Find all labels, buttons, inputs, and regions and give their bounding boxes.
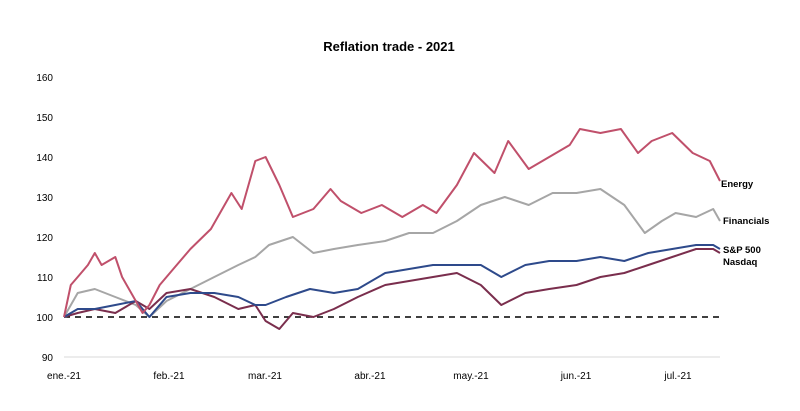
series-layer: [63, 128, 721, 330]
series-label-energy: Energy: [721, 179, 754, 190]
x-tick-label: jun.-21: [560, 371, 592, 382]
series-line-energy: [63, 128, 721, 318]
y-tick-label: 140: [36, 153, 53, 164]
x-tick-label: abr.-21: [354, 371, 386, 382]
series-line-nasdaq: [63, 248, 721, 330]
y-tick-label: 150: [36, 113, 53, 124]
x-tick-label: feb.-21: [153, 371, 185, 382]
y-tick-label: 130: [36, 193, 53, 204]
series-label-financials: Financials: [723, 216, 769, 227]
y-tick-label: 120: [36, 233, 53, 244]
y-tick-label: 110: [37, 273, 53, 284]
y-axis: 160 150 140 130 120 110 100 90: [36, 73, 53, 364]
y-tick-label: 100: [36, 313, 53, 324]
series-labels: Energy Financials S&P 500 Nasdaq: [721, 179, 769, 268]
chart-title: Reflation trade - 2021: [323, 39, 455, 54]
series-label-sp500: S&P 500: [723, 245, 761, 256]
x-axis: ene.-21 feb.-21 mar.-21 abr.-21 may.-21 …: [47, 371, 692, 382]
x-tick-label: jul.-21: [663, 371, 692, 382]
y-tick-label: 90: [42, 353, 54, 364]
x-tick-label: ene.-21: [47, 371, 81, 382]
x-tick-label: may.-21: [453, 371, 489, 382]
series-line-s-p-500: [63, 244, 721, 318]
x-tick-label: mar.-21: [248, 371, 282, 382]
series-label-nasdaq: Nasdaq: [723, 257, 758, 268]
y-tick-label: 160: [36, 73, 53, 84]
